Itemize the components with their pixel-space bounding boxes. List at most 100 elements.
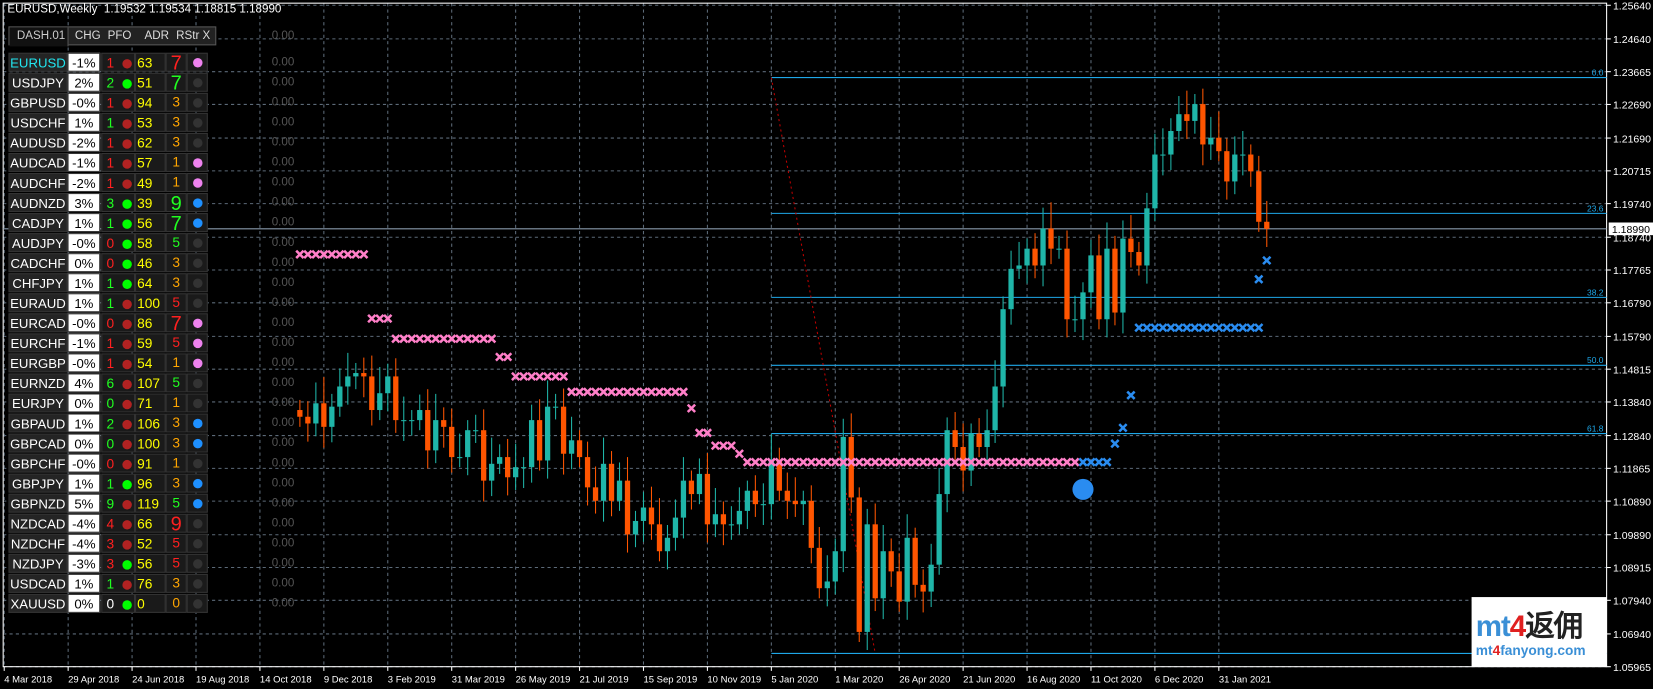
- blue-x-mark-icon: [1254, 323, 1264, 333]
- candle-body: [840, 436, 846, 552]
- blue-x-mark-icon: [1126, 390, 1136, 400]
- pair-button[interactable]: XAUUSD: [8, 593, 68, 613]
- dashboard-row[interactable]: CADJPY 1% 1 56 7 0.00: [8, 213, 294, 234]
- pair-button[interactable]: CADCHF: [8, 253, 68, 273]
- dashboard-row[interactable]: USDCAD 1% 1 76 3 0.00: [8, 573, 294, 593]
- dashboard-row[interactable]: EURNZD 4% 6 107 5 0.00: [8, 373, 294, 393]
- x-cell: [186, 513, 208, 533]
- dashboard-row[interactable]: XAUUSD 0% 0 0 0 0.00: [8, 593, 294, 613]
- x-axis-tick-label: 16 Aug 2020: [1027, 675, 1080, 686]
- dashboard-row[interactable]: AUDCAD -1% 1 57 1 0.00: [8, 152, 294, 172]
- pair-button[interactable]: GBPJPY: [8, 473, 68, 493]
- pair-button[interactable]: AUDNZD: [8, 193, 68, 213]
- pfo-status-dot-icon: [122, 79, 132, 89]
- pfo-status-dot-icon: [122, 159, 132, 169]
- rstr-cell: 9: [165, 193, 187, 214]
- dashboard-row[interactable]: AUDUSD -2% 1 62 3 0.00: [8, 132, 294, 152]
- pair-button[interactable]: USDCHF: [8, 112, 68, 132]
- column-rstr[interactable]: RStr: [176, 29, 200, 43]
- x-axis-tick-label: 1 Mar 2020: [835, 675, 883, 686]
- dashboard-row[interactable]: GBPCHF -0% 0 91 1 0.00: [8, 453, 294, 473]
- pair-button[interactable]: EURGBP: [8, 353, 68, 373]
- dashboard-row[interactable]: EURCHF -1% 1 59 5 0.00: [8, 333, 294, 353]
- candle-body: [760, 504, 766, 506]
- pair-button[interactable]: EURNZD: [8, 373, 68, 393]
- dashboard-title-cell[interactable]: [9, 27, 69, 47]
- pair-button[interactable]: CHFJPY: [8, 273, 68, 293]
- pair-button[interactable]: GBPAUD: [8, 413, 68, 433]
- pair-button[interactable]: NZDCHF: [8, 533, 68, 553]
- adr-cell: 49: [135, 173, 166, 192]
- dashboard-row[interactable]: NZDJPY -3% 3 56 5 0.00: [8, 553, 294, 573]
- pfo-value: 1: [106, 575, 115, 592]
- y-axis-tick-label: 1.24640: [1613, 34, 1651, 46]
- dashboard-row[interactable]: USDJPY 2% 2 51 7 0.00: [8, 72, 294, 94]
- dashboard-row[interactable]: GBPCAD 0% 0 100 3 0.00: [8, 433, 294, 453]
- dashboard-row[interactable]: GBPUSD -0% 1 94 3 0.00: [8, 92, 294, 112]
- dashboard-row[interactable]: GBPAUD 1% 2 106 3 0.00: [8, 413, 294, 433]
- pfo-cell: 3: [101, 553, 136, 573]
- dashboard-row[interactable]: EURGBP -0% 1 54 1 0.00: [8, 353, 294, 373]
- blue-x-mark-icon: [1110, 439, 1120, 449]
- adr-cell: 94: [135, 92, 166, 112]
- pink-x-mark-icon: [662, 387, 673, 397]
- pair-button[interactable]: EURJPY: [8, 393, 68, 413]
- dashboard-row[interactable]: EURUSD -1% 1 63 7 0.00: [8, 52, 294, 74]
- pair-button[interactable]: AUDUSD: [8, 132, 68, 152]
- pink-x-mark-icon: [878, 457, 888, 467]
- dashboard-row[interactable]: NZDCAD -4% 4 66 9 0.00: [8, 513, 294, 535]
- dashboard-row[interactable]: AUDCHF -2% 1 49 1 0.00: [8, 173, 294, 192]
- candle-body: [305, 416, 311, 424]
- pfo-cell: 0: [101, 453, 136, 473]
- pair-button[interactable]: AUDCAD: [8, 152, 68, 172]
- pair-button[interactable]: GBPCHF: [8, 453, 68, 473]
- pair-button[interactable]: EURCAD: [8, 313, 68, 333]
- pair-button[interactable]: NZDJPY: [8, 553, 68, 573]
- dashboard-row[interactable]: AUDNZD 3% 3 39 9 0.00: [8, 193, 294, 214]
- dashboard-row[interactable]: AUDJPY -0% 0 58 5 0.00: [8, 233, 294, 253]
- dashboard-row[interactable]: GBPJPY 1% 1 96 3 0.00: [8, 473, 294, 493]
- candle-body: [624, 480, 631, 535]
- pfo-value: 2: [106, 415, 115, 432]
- pair-button[interactable]: AUDJPY: [8, 233, 68, 253]
- pink-x-mark-icon: [487, 334, 497, 344]
- dashboard-row[interactable]: USDCHF 1% 1 53 3 0.00: [8, 112, 294, 132]
- pair-button[interactable]: GBPNZD: [8, 493, 68, 513]
- x-axis-tick-label: 4 Mar 2018: [4, 675, 52, 686]
- candle-body: [1072, 319, 1078, 321]
- pink-x-mark-icon: [527, 371, 537, 381]
- candle-body: [1192, 104, 1198, 121]
- pair-button[interactable]: USDJPY: [8, 72, 68, 92]
- pair-button[interactable]: AUDCHF: [8, 173, 68, 192]
- pair-button[interactable]: EURCHF: [8, 333, 68, 353]
- pink-x-mark-icon: [367, 314, 377, 324]
- rstr-cell: 5: [165, 553, 187, 573]
- pair-button[interactable]: GBPCAD: [8, 433, 68, 453]
- pair-button[interactable]: CADJPY: [8, 213, 68, 233]
- dashboard-row[interactable]: EURAUD 1% 1 100 5 0.00: [8, 293, 294, 313]
- watermark-logo: mt4返佣 mt4fanyong.com: [1471, 597, 1607, 667]
- candle-body: [912, 537, 918, 585]
- pair-button[interactable]: GBPUSD: [8, 92, 68, 112]
- column-x[interactable]: X: [202, 29, 211, 43]
- pair-button[interactable]: NZDCAD: [8, 513, 68, 533]
- pair-button[interactable]: EURUSD: [8, 52, 68, 72]
- adr-cell: 57: [135, 152, 166, 172]
- column-chg[interactable]: CHG: [74, 29, 101, 43]
- x-signal-dot-icon: [193, 238, 203, 248]
- pair-button[interactable]: USDCAD: [8, 573, 68, 593]
- dashboard-row[interactable]: GBPNZD 5% 9 119 5 0.00: [8, 493, 294, 513]
- dashboard-row[interactable]: CHFJPY 1% 1 64 3 0.00: [8, 273, 294, 293]
- pfo-cell: 9: [101, 493, 136, 513]
- dashboard-row[interactable]: CADCHF 0% 0 46 3 0.00: [8, 253, 294, 273]
- dashboard-row[interactable]: NZDCHF -4% 3 52 5 0.00: [8, 533, 294, 553]
- pfo-value: 3: [106, 195, 115, 211]
- pair-button[interactable]: EURAUD: [8, 293, 68, 313]
- dashboard-row[interactable]: EURCAD -0% 0 86 7 0.00: [8, 313, 294, 334]
- column-pfo[interactable]: PFO: [107, 29, 132, 43]
- x-signal-dot-icon: [193, 358, 203, 369]
- dashboard-row[interactable]: EURJPY 0% 0 71 1 0.00: [8, 393, 294, 413]
- column-adr[interactable]: ADR: [144, 29, 170, 43]
